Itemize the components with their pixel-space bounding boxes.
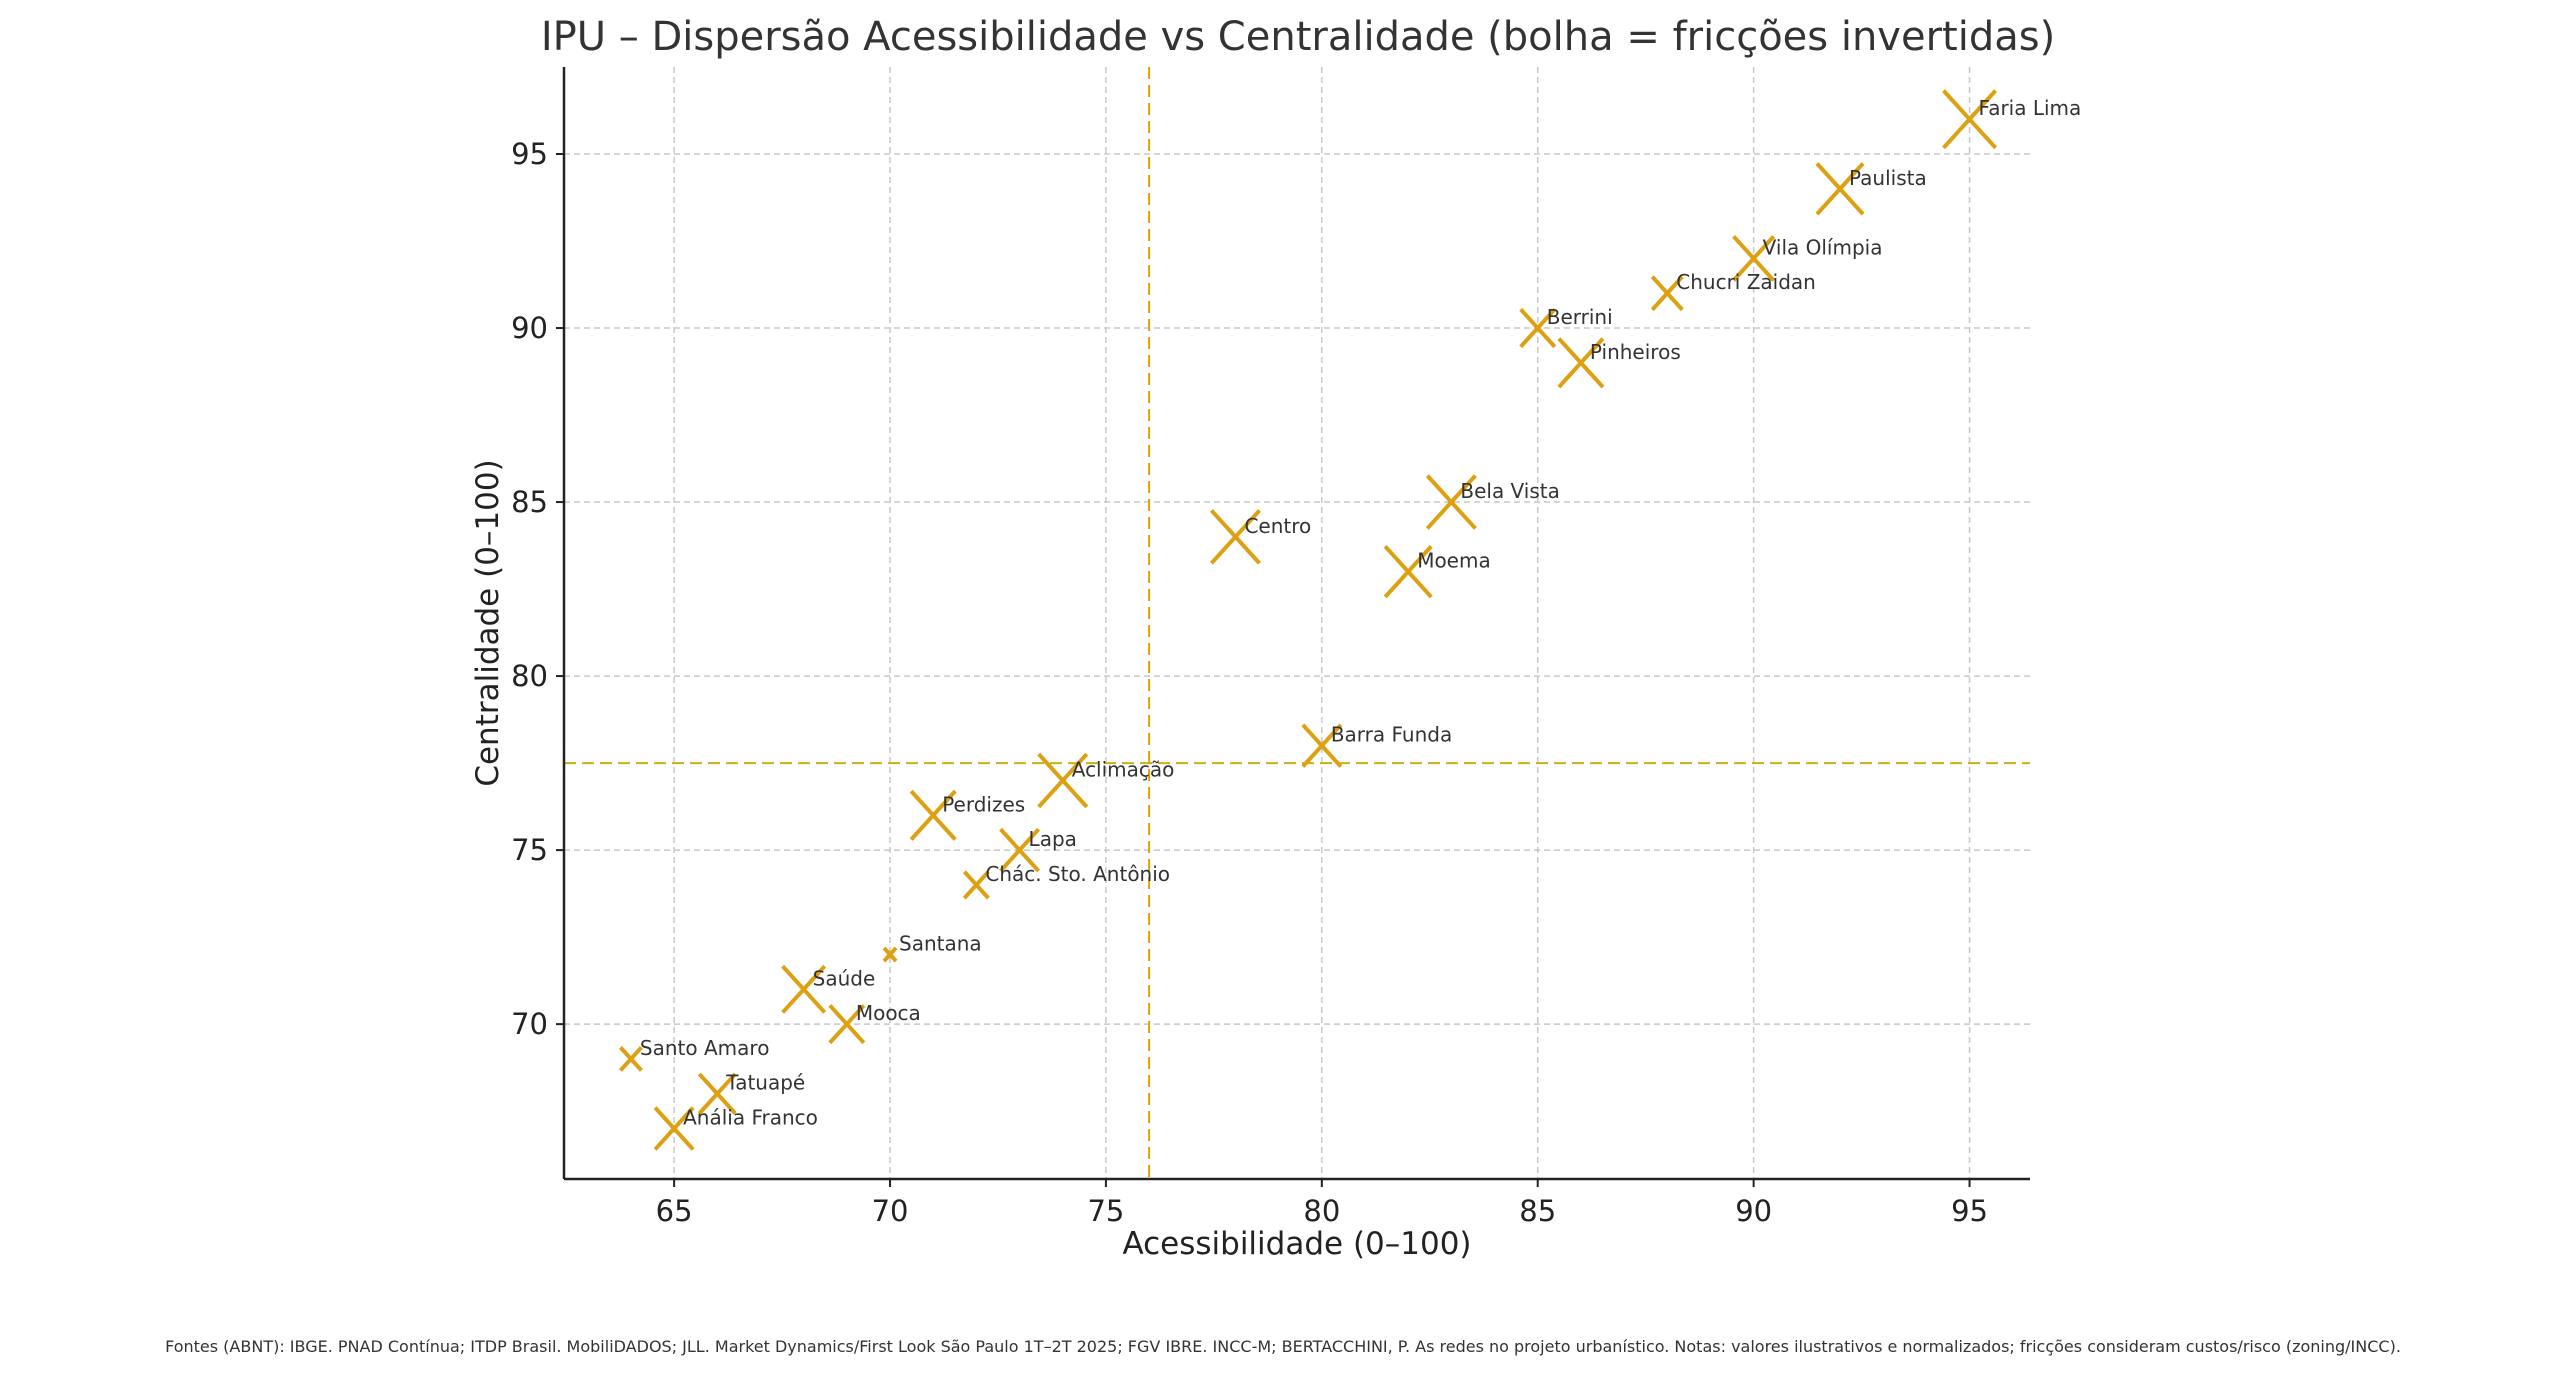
- x-marker-stroke: [697, 1072, 737, 1115]
- data-point: Perdizes: [909, 789, 1025, 841]
- data-point: Faria Lima: [1942, 89, 2082, 150]
- data-point: Moema: [1383, 545, 1491, 599]
- y-tick-label: 90: [511, 311, 548, 345]
- x-tick-label: 90: [1735, 1194, 1772, 1228]
- footer-sources: Fontes (ABNT): IBGE. PNAD Contínua; ITDP…: [165, 1337, 2401, 1356]
- y-tick-label: 85: [511, 485, 548, 519]
- chart-title: IPU – Dispersão Acessibilidade vs Centra…: [541, 14, 2055, 60]
- data-point: Santana: [882, 932, 982, 963]
- x-marker-stroke: [1732, 235, 1776, 282]
- data-point: Pinheiros: [1557, 337, 1681, 389]
- point-label: Pinheiros: [1590, 340, 1681, 364]
- data-point: Vila Olímpia: [1732, 235, 1883, 282]
- point-label: Bela Vista: [1460, 479, 1560, 503]
- data-point: Saúde: [781, 964, 876, 1014]
- y-tick-label: 80: [511, 659, 548, 693]
- y-tick-label: 70: [511, 1007, 548, 1041]
- x-tick-label: 85: [1519, 1194, 1556, 1228]
- x-marker-stroke: [1037, 752, 1089, 809]
- data-point: Mooca: [828, 1001, 921, 1045]
- x-axis-label: Acessibilidade (0–100): [1122, 1226, 1471, 1262]
- point-label: Paulista: [1849, 166, 1927, 190]
- point-label: Berrini: [1547, 305, 1613, 329]
- axes: 65 70 75 80 85 90 95 70 75 80 85 90 95: [511, 67, 2030, 1228]
- point-label: Chucri Zaidan: [1676, 270, 1816, 294]
- x-marker-stroke: [882, 946, 898, 963]
- data-point: Chác. Sto. Antônio: [962, 862, 1170, 900]
- x-marker-stroke: [1425, 474, 1477, 530]
- point-label: Lapa: [1029, 827, 1077, 851]
- point-label: Saúde: [813, 966, 876, 990]
- point-label: Santana: [899, 932, 982, 956]
- point-label: Centro: [1244, 514, 1311, 538]
- x-marker-stroke: [1519, 307, 1557, 349]
- y-axis-label: Centralidade (0–100): [470, 459, 506, 786]
- point-label: Tatuapé: [725, 1071, 805, 1095]
- x-marker-stroke: [962, 870, 990, 900]
- point-label: Santo Amaro: [640, 1036, 770, 1060]
- data-point: Berrini: [1519, 305, 1613, 349]
- x-tick-label: 65: [656, 1194, 693, 1228]
- x-marker-stroke: [1650, 275, 1684, 312]
- reference-lines: [564, 67, 2030, 1179]
- point-label: Chác. Sto. Antônio: [985, 862, 1170, 886]
- data-point: Barra Funda: [1301, 723, 1452, 768]
- point-label: Faria Lima: [1979, 96, 2082, 120]
- point-label: Aclimação: [1072, 757, 1175, 781]
- x-tick-label: 70: [872, 1194, 909, 1228]
- point-label: Vila Olímpia: [1763, 235, 1883, 259]
- x-marker-stroke: [1209, 509, 1261, 565]
- x-marker-stroke: [781, 964, 827, 1014]
- x-marker-stroke: [653, 1106, 695, 1151]
- x-marker-stroke: [909, 789, 957, 841]
- data-point: Tatuapé: [697, 1071, 805, 1115]
- x-tick-label: 80: [1303, 1194, 1340, 1228]
- x-marker-stroke: [1942, 89, 1998, 150]
- x-marker-stroke: [1557, 337, 1605, 389]
- data-point: Lapa: [999, 827, 1077, 873]
- data-point: Aclimação: [1037, 752, 1175, 809]
- data-point: Chucri Zaidan: [1650, 270, 1816, 312]
- x-marker-stroke: [999, 827, 1041, 873]
- x-marker-stroke: [618, 1046, 643, 1072]
- data-point: Paulista: [1815, 162, 1927, 216]
- x-marker-stroke: [1383, 545, 1433, 599]
- x-marker-stroke: [1815, 162, 1865, 216]
- data-point: Centro: [1209, 509, 1311, 565]
- x-tick-label: 75: [1087, 1194, 1124, 1228]
- y-tick-label: 95: [511, 137, 548, 171]
- grid: [564, 67, 2030, 1179]
- y-tick-label: 75: [511, 833, 548, 867]
- x-marker-stroke: [828, 1004, 866, 1045]
- point-label: Moema: [1417, 549, 1491, 573]
- data-point: Bela Vista: [1425, 474, 1560, 530]
- point-label: Barra Funda: [1331, 723, 1452, 747]
- data-point: Santo Amaro: [618, 1036, 770, 1072]
- point-label: Perdizes: [942, 792, 1025, 816]
- point-label: Mooca: [856, 1001, 921, 1025]
- data-points: Faria Lima Paulista Vila Olímpia Chucri Zai…: [618, 89, 2082, 1151]
- point-label: Anália Franco: [683, 1106, 818, 1130]
- x-tick-label: 95: [1951, 1194, 1988, 1228]
- data-point: Anália Franco: [653, 1106, 818, 1151]
- x-marker-stroke: [1301, 723, 1343, 768]
